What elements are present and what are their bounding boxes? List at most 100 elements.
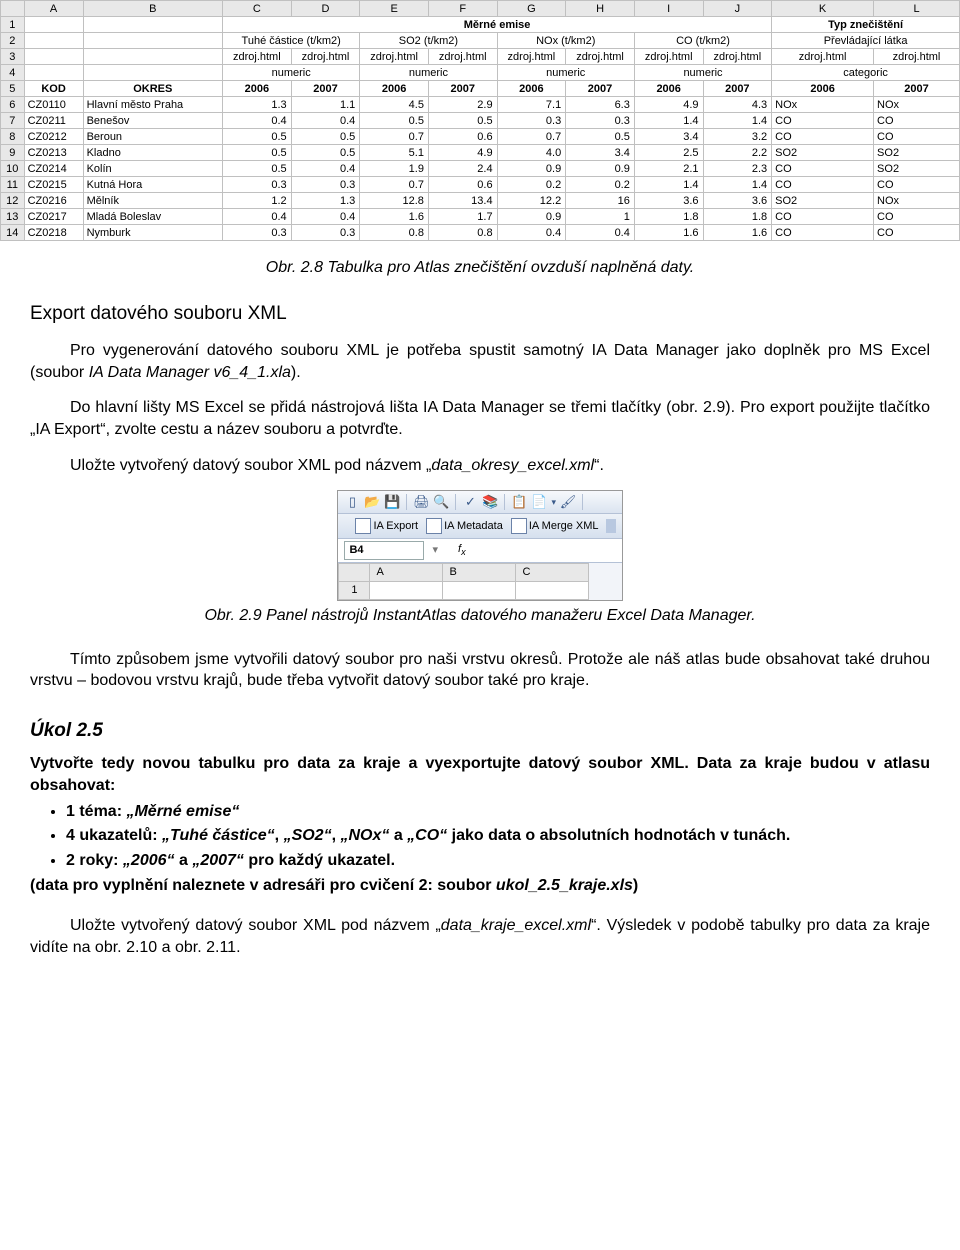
cell[interactable]: 2.5: [634, 145, 703, 161]
cell[interactable]: CO (t/km2): [634, 33, 771, 49]
cell[interactable]: [83, 49, 222, 65]
save-icon[interactable]: 💾: [384, 494, 400, 510]
cell[interactable]: 0.9: [497, 209, 566, 225]
cell[interactable]: 0.4: [291, 113, 360, 129]
cell[interactable]: NOx: [772, 97, 874, 113]
cell[interactable]: numeric: [223, 65, 360, 81]
cell[interactable]: 1.9: [360, 161, 429, 177]
cell[interactable]: Kladno: [83, 145, 222, 161]
cell[interactable]: [83, 33, 222, 49]
copy-icon[interactable]: 📋: [511, 494, 527, 510]
research-icon[interactable]: 📚: [482, 494, 498, 510]
cell[interactable]: SO2: [772, 193, 874, 209]
cell[interactable]: zdroj.html: [772, 49, 874, 65]
cell[interactable]: CZ0215: [24, 177, 83, 193]
cell[interactable]: CO: [874, 177, 960, 193]
cell[interactable]: CZ0214: [24, 161, 83, 177]
cell[interactable]: 0.7: [360, 177, 429, 193]
cell[interactable]: [24, 65, 83, 81]
cell[interactable]: 2007: [703, 81, 772, 97]
cell[interactable]: CO: [772, 177, 874, 193]
row-number[interactable]: 10: [1, 161, 25, 177]
cell[interactable]: SO2 (t/km2): [360, 33, 497, 49]
cell[interactable]: 0.5: [291, 129, 360, 145]
cell[interactable]: [83, 65, 222, 81]
paste-icon[interactable]: 📄: [531, 494, 547, 510]
cell[interactable]: 1.6: [360, 209, 429, 225]
preview-icon[interactable]: 🔍: [433, 494, 449, 510]
row-number[interactable]: 5: [1, 81, 25, 97]
cell[interactable]: 3.2: [703, 129, 772, 145]
cell[interactable]: 1.6: [703, 225, 772, 241]
cell[interactable]: NOx (t/km2): [497, 33, 634, 49]
cell[interactable]: 3.6: [634, 193, 703, 209]
cell[interactable]: 0.4: [566, 225, 635, 241]
cell[interactable]: 1.8: [634, 209, 703, 225]
cell[interactable]: 0.5: [223, 161, 292, 177]
cell[interactable]: 6.3: [566, 97, 635, 113]
row-number[interactable]: 1: [1, 17, 25, 33]
cell[interactable]: [24, 33, 83, 49]
cell[interactable]: 4.5: [360, 97, 429, 113]
cell[interactable]: KOD: [24, 81, 83, 97]
cell[interactable]: 2006: [497, 81, 566, 97]
cell[interactable]: 2007: [566, 81, 635, 97]
cell[interactable]: 0.3: [223, 225, 292, 241]
row-number[interactable]: 4: [1, 65, 25, 81]
row-number[interactable]: 12: [1, 193, 25, 209]
spell-icon[interactable]: ✓: [462, 494, 478, 510]
cell[interactable]: 2007: [291, 81, 360, 97]
cell[interactable]: 1.3: [223, 97, 292, 113]
cell[interactable]: CO: [772, 209, 874, 225]
cell[interactable]: Kolín: [83, 161, 222, 177]
cell[interactable]: 4.9: [634, 97, 703, 113]
cell[interactable]: zdroj.html: [566, 49, 635, 65]
cell[interactable]: 0.4: [223, 113, 292, 129]
col-letter[interactable]: B: [83, 1, 222, 17]
cell[interactable]: Mělník: [83, 193, 222, 209]
name-box[interactable]: B4: [344, 541, 424, 560]
col-letter[interactable]: C: [516, 564, 589, 582]
cell[interactable]: 0.9: [566, 161, 635, 177]
cell[interactable]: Tuhé částice (t/km2): [223, 33, 360, 49]
cell[interactable]: 0.3: [497, 113, 566, 129]
cell[interactable]: CZ0110: [24, 97, 83, 113]
cell[interactable]: 3.4: [566, 145, 635, 161]
cell[interactable]: Kutná Hora: [83, 177, 222, 193]
cell[interactable]: 1: [566, 209, 635, 225]
cell[interactable]: Nymburk: [83, 225, 222, 241]
cell[interactable]: NOx: [874, 97, 960, 113]
cell[interactable]: Hlavní město Praha: [83, 97, 222, 113]
cell[interactable]: zdroj.html: [634, 49, 703, 65]
cell[interactable]: 0.7: [497, 129, 566, 145]
cell[interactable]: SO2: [874, 145, 960, 161]
cell[interactable]: 1.4: [634, 177, 703, 193]
ia-export-button[interactable]: IA Export: [352, 517, 421, 535]
cell[interactable]: OKRES: [83, 81, 222, 97]
cell[interactable]: CZ0216: [24, 193, 83, 209]
cell[interactable]: CO: [874, 225, 960, 241]
cell[interactable]: 0.2: [566, 177, 635, 193]
row-number[interactable]: 3: [1, 49, 25, 65]
cell[interactable]: 2.9: [428, 97, 497, 113]
cell[interactable]: 0.3: [291, 225, 360, 241]
cell[interactable]: 2.2: [703, 145, 772, 161]
cell[interactable]: Beroun: [83, 129, 222, 145]
cell[interactable]: CO: [874, 209, 960, 225]
cell[interactable]: zdroj.html: [291, 49, 360, 65]
cell[interactable]: 1.4: [703, 113, 772, 129]
cell[interactable]: 0.5: [566, 129, 635, 145]
cell[interactable]: 1.4: [703, 177, 772, 193]
col-letter[interactable]: G: [497, 1, 566, 17]
cell[interactable]: CO: [874, 113, 960, 129]
col-letter[interactable]: A: [370, 564, 443, 582]
cell[interactable]: zdroj.html: [360, 49, 429, 65]
cell[interactable]: 1.8: [703, 209, 772, 225]
col-letter[interactable]: C: [223, 1, 292, 17]
row-number[interactable]: 14: [1, 225, 25, 241]
cell[interactable]: 2007: [428, 81, 497, 97]
col-letter[interactable]: D: [291, 1, 360, 17]
cell[interactable]: 0.6: [428, 129, 497, 145]
row-number[interactable]: 6: [1, 97, 25, 113]
cell[interactable]: CO: [772, 161, 874, 177]
